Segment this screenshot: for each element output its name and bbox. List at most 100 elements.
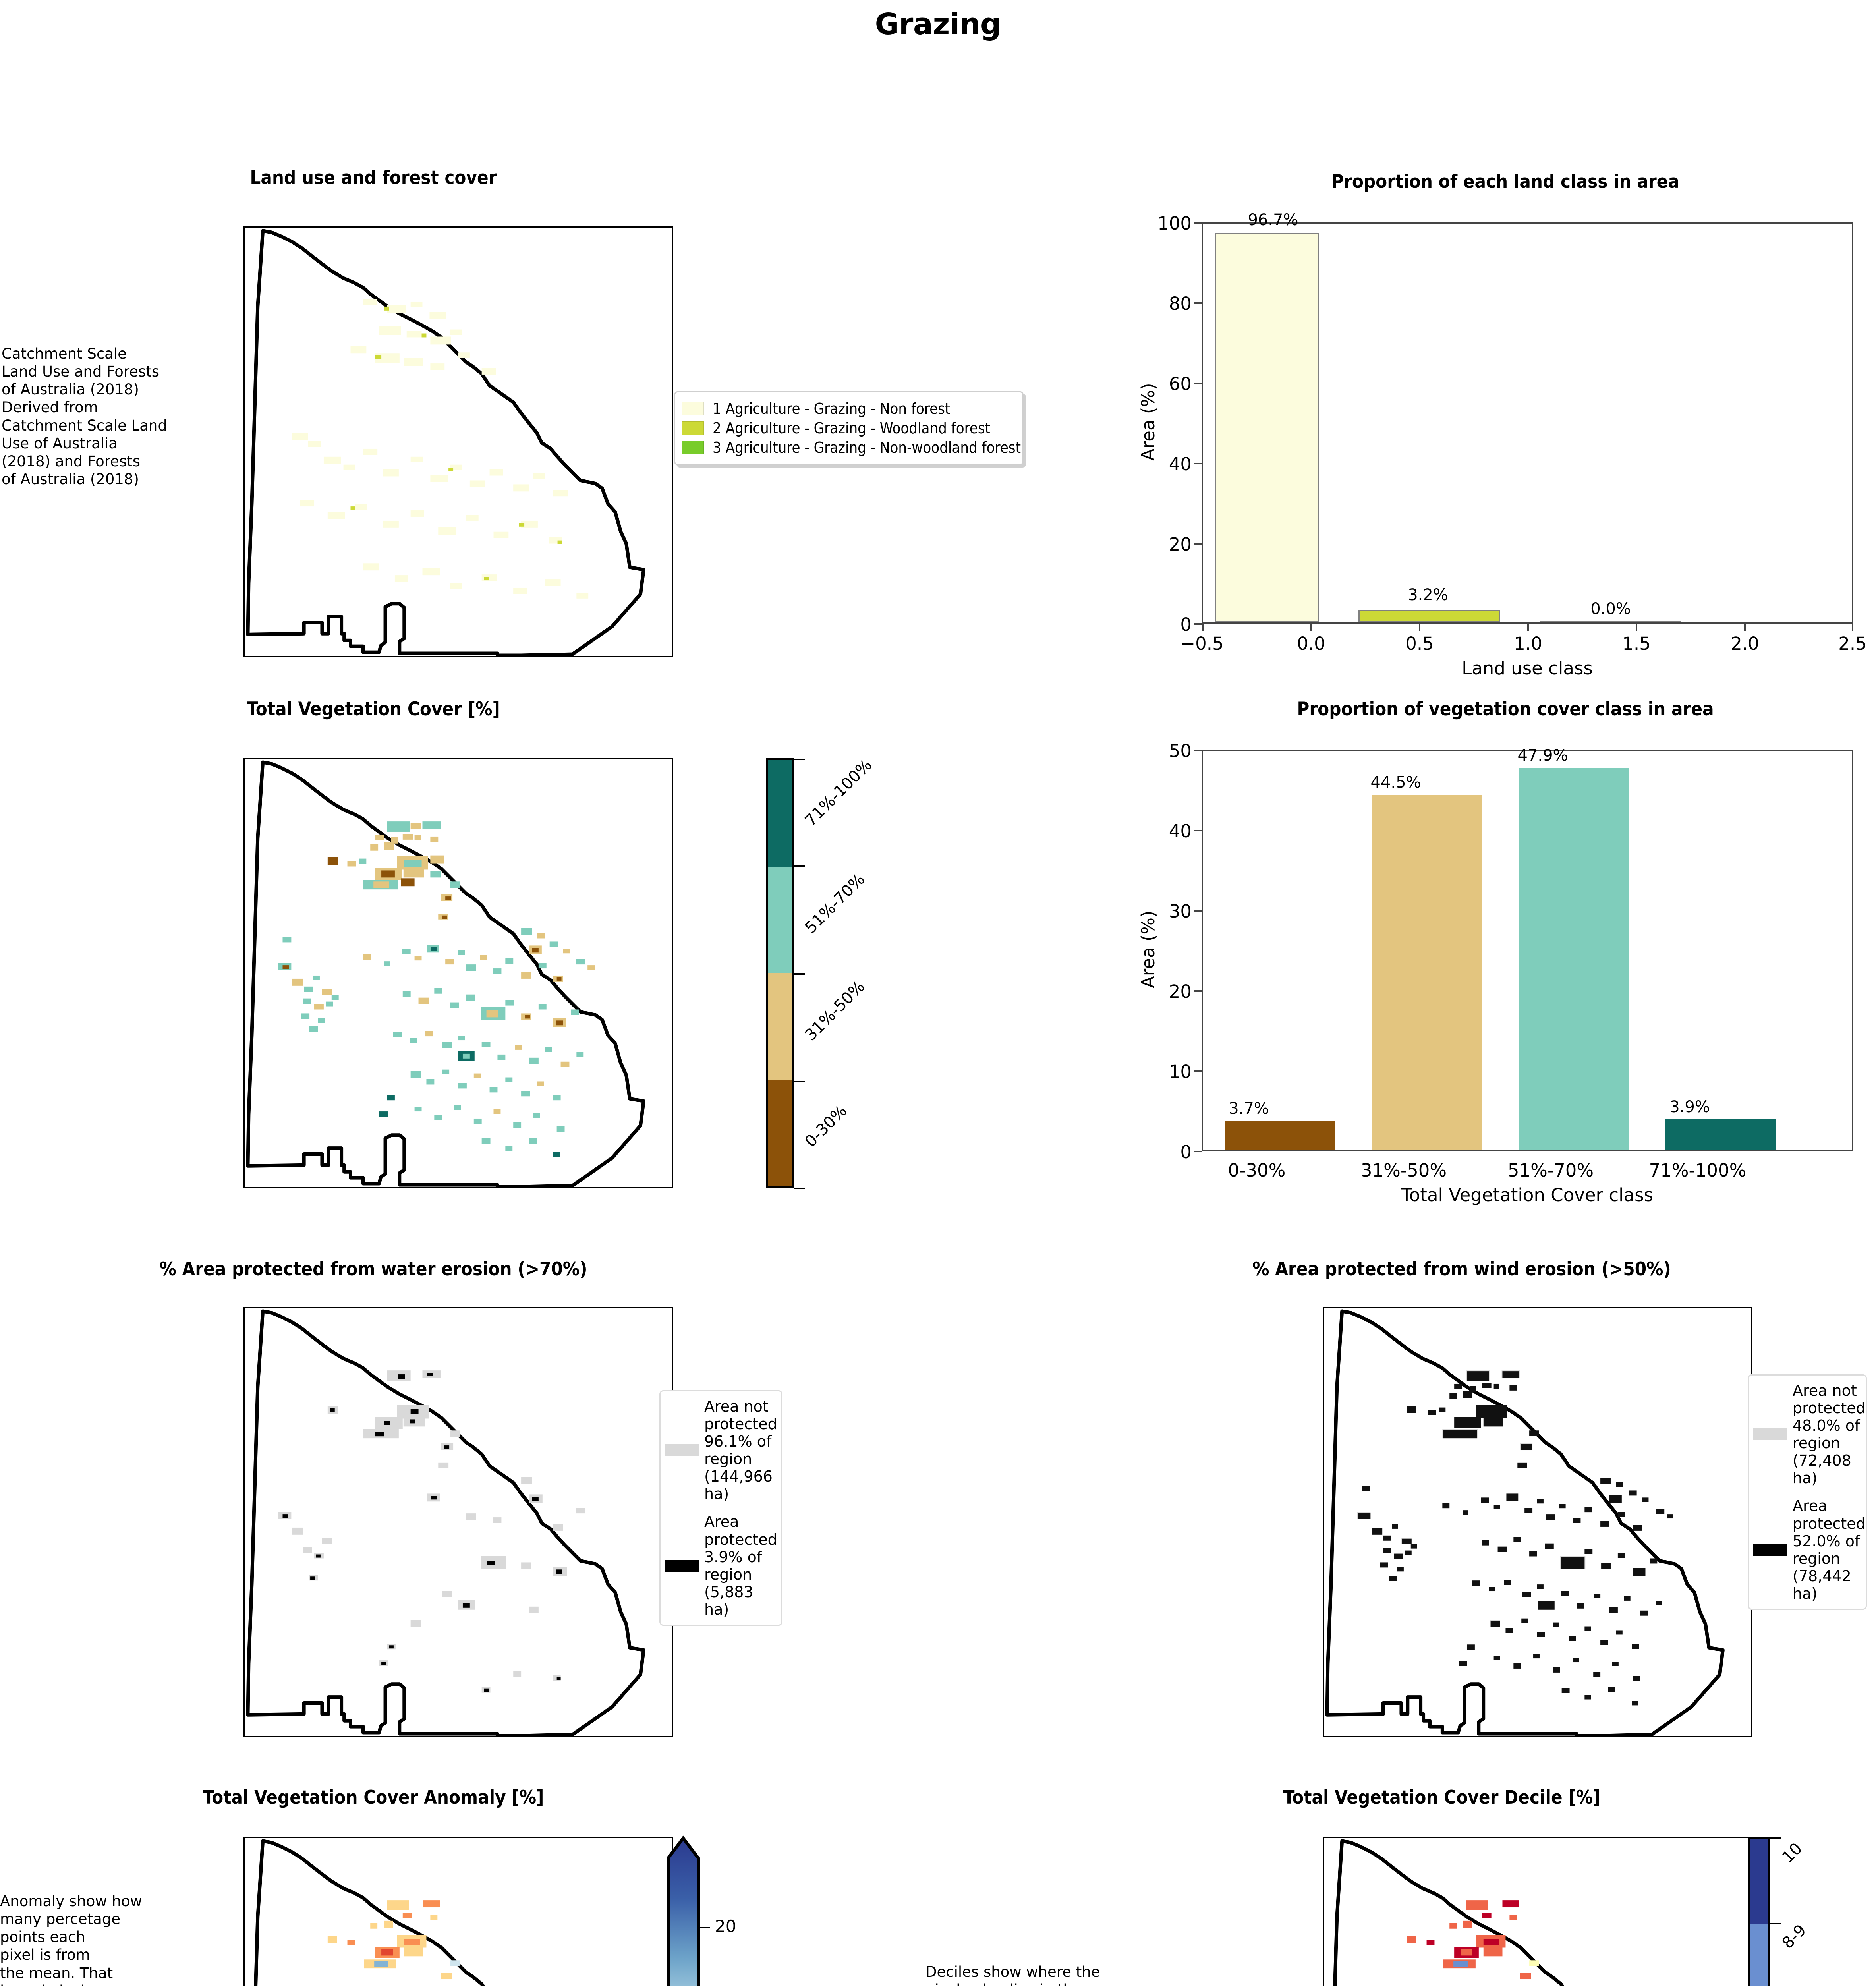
legend-item: 2 Agriculture - Grazing - Woodland fores… [682, 419, 1014, 437]
anomaly-map-title: Total Vegetation Cover Anomaly [%] [203, 1787, 544, 1808]
wind-erosion-map-title: % Area protected from wind erosion (>50%… [1252, 1258, 1671, 1280]
bar-veg-2[interactable] [1519, 768, 1629, 1150]
ytick-100: 100 [1157, 213, 1192, 234]
veg-cover-map-title: Total Vegetation Cover [%] [247, 698, 500, 720]
veg-chart-xaxis-label: Total Vegetation Cover class [1401, 1184, 1654, 1206]
xtick-veg-0: 0-30% [1228, 1160, 1286, 1181]
xtick-label: 1.0 [1514, 633, 1542, 654]
legend-label: 2 Agriculture - Grazing - Woodland fores… [713, 419, 991, 437]
legend-text-not-protected: Area not protected 48.0% of region (72,4… [1793, 1382, 1866, 1487]
legend-label: 1 Agriculture - Grazing - Non forest [713, 400, 951, 417]
wind-erosion-map[interactable] [1323, 1307, 1752, 1737]
cbar-seg-8-9 [1750, 1924, 1768, 1986]
decile-tick-8-9 [1770, 1923, 1781, 1924]
area-protected-pixels [282, 1373, 562, 1692]
decile-map-title: Total Vegetation Cover Decile [%] [1283, 1787, 1601, 1808]
land-class-plot-area [1202, 222, 1853, 624]
water-erosion-map[interactable] [243, 1307, 673, 1737]
decile-map[interactable] [1323, 1837, 1752, 1986]
ytick-veg-40: 40 [1169, 821, 1192, 842]
veg-chart-yaxis-label: Area (%) [1138, 910, 1159, 988]
bar-value-label-veg-3: 3.9% [1669, 1098, 1710, 1116]
cbar-seg-71-100 [768, 760, 792, 867]
ytick-mark [1194, 463, 1202, 464]
wind-erosion-map-svg [1325, 1309, 1725, 1736]
veg-cover-chart[interactable]: 3.7% 44.5% 47.9% 3.9% 0 10 20 30 40 50 0… [1138, 740, 1863, 1231]
ytick-40: 40 [1169, 454, 1192, 475]
ytick-veg-30: 30 [1169, 901, 1192, 922]
veg-cover-colorbar [766, 758, 794, 1188]
land-use-map-title: Land use and forest cover [250, 167, 497, 189]
bar-value-label-veg-1: 44.5% [1370, 773, 1421, 792]
swatch-not-protected [1753, 1428, 1787, 1441]
land-use-map-svg [246, 229, 645, 656]
bar-land-class-0[interactable] [1215, 233, 1319, 622]
bar-value-label-0: 96.7% [1248, 211, 1298, 229]
xtick-label: 1.5 [1622, 633, 1651, 654]
ytick-veg-0: 0 [1180, 1142, 1192, 1163]
legend-label: 3 Agriculture - Grazing - Non-woodland f… [713, 439, 1021, 456]
land-class-xaxis-label: Land use class [1462, 658, 1593, 679]
ytick-mark [1194, 990, 1202, 992]
veg-cbar-label-0-30: 0-30% [801, 1101, 851, 1151]
bar-value-label-veg-2: 47.9% [1517, 746, 1568, 765]
anomaly-tick-20 [698, 1927, 710, 1928]
veg-cover-map[interactable] [243, 758, 673, 1188]
anomaly-note: Anomaly show how many percetage points e… [0, 1893, 142, 1986]
ytick-veg-10: 10 [1169, 1061, 1192, 1082]
ytick-mark [1194, 623, 1202, 625]
water-erosion-legend: Area not protected 96.1% of region (144,… [659, 1390, 782, 1626]
bar-land-class-1[interactable] [1358, 609, 1500, 622]
bar-value-label-1: 3.2% [1408, 586, 1448, 604]
veg-cover-map-svg [246, 760, 645, 1187]
veg-cbar-tick [794, 865, 805, 867]
land-use-source-note: Catchment Scale Land Use and Forests of … [2, 345, 167, 488]
land-class-chart[interactable]: 96.7% 3.2% 0.0% 0 20 40 60 80 100 −0.5 0… [1138, 211, 1867, 691]
ytick-mark [1194, 222, 1202, 224]
land-use-pixels [292, 299, 589, 599]
cbar-seg-10 [1750, 1839, 1768, 1924]
veg-cbar-tick [794, 1081, 805, 1082]
land-class-chart-title: Proportion of each land class in area [1331, 171, 1680, 193]
legend-text-not-protected: Area not protected 96.1% of region (144,… [704, 1398, 777, 1503]
legend-swatch-woodland [682, 421, 704, 435]
anomaly-colorbar [663, 1834, 710, 1986]
bar-veg-3[interactable] [1665, 1119, 1776, 1150]
veg-cbar-tick [794, 1188, 805, 1189]
catchment-outline [246, 229, 645, 656]
bar-value-label-veg-0: 3.7% [1229, 1099, 1269, 1118]
anomaly-map[interactable] [243, 1837, 673, 1986]
anomaly-pixels [327, 1900, 460, 1980]
land-use-map[interactable] [243, 226, 673, 657]
legend-swatch-nonforest [682, 402, 704, 415]
swatch-protected [665, 1559, 699, 1572]
xtick-label: 0.5 [1405, 633, 1434, 654]
veg-cover-pixels [278, 821, 595, 1157]
catchment-outline [1333, 1839, 1565, 1986]
legend-item: 1 Agriculture - Grazing - Non forest [682, 400, 1014, 417]
ytick-mark [1194, 830, 1202, 831]
area-not-protected-pixels [1357, 1370, 1586, 1627]
ytick-0: 0 [1180, 614, 1192, 635]
ytick-mark [1194, 543, 1202, 545]
anomaly-colorbar-svg [667, 1835, 700, 1986]
xtick-veg-2: 51%-70% [1507, 1160, 1594, 1181]
veg-cover-plot-area [1202, 750, 1853, 1151]
veg-cbar-tick [794, 759, 805, 760]
page-title: Grazing [875, 7, 1001, 41]
anomaly-gradient-bar [667, 1835, 700, 1986]
xtick-label: 2.0 [1731, 633, 1759, 654]
veg-cbar-label-51-70: 51%-70% [801, 870, 869, 937]
bar-land-class-2[interactable] [1540, 621, 1681, 622]
land-use-legend: 1 Agriculture - Grazing - Non forest 2 A… [674, 391, 1024, 465]
bar-veg-1[interactable] [1372, 795, 1482, 1150]
ytick-veg-20: 20 [1169, 981, 1192, 1002]
veg-cover-chart-title: Proportion of vegetation cover class in … [1297, 698, 1714, 720]
land-use-woodland-pixels [350, 306, 562, 581]
bar-veg-0[interactable] [1225, 1120, 1335, 1150]
anomaly-label-20: 20 [715, 1916, 736, 1936]
catchment-outline [1325, 1309, 1725, 1736]
xtick-label: 2.5 [1838, 633, 1867, 654]
decile-label-10: 10 [1778, 1839, 1806, 1867]
ytick-80: 80 [1169, 293, 1192, 314]
